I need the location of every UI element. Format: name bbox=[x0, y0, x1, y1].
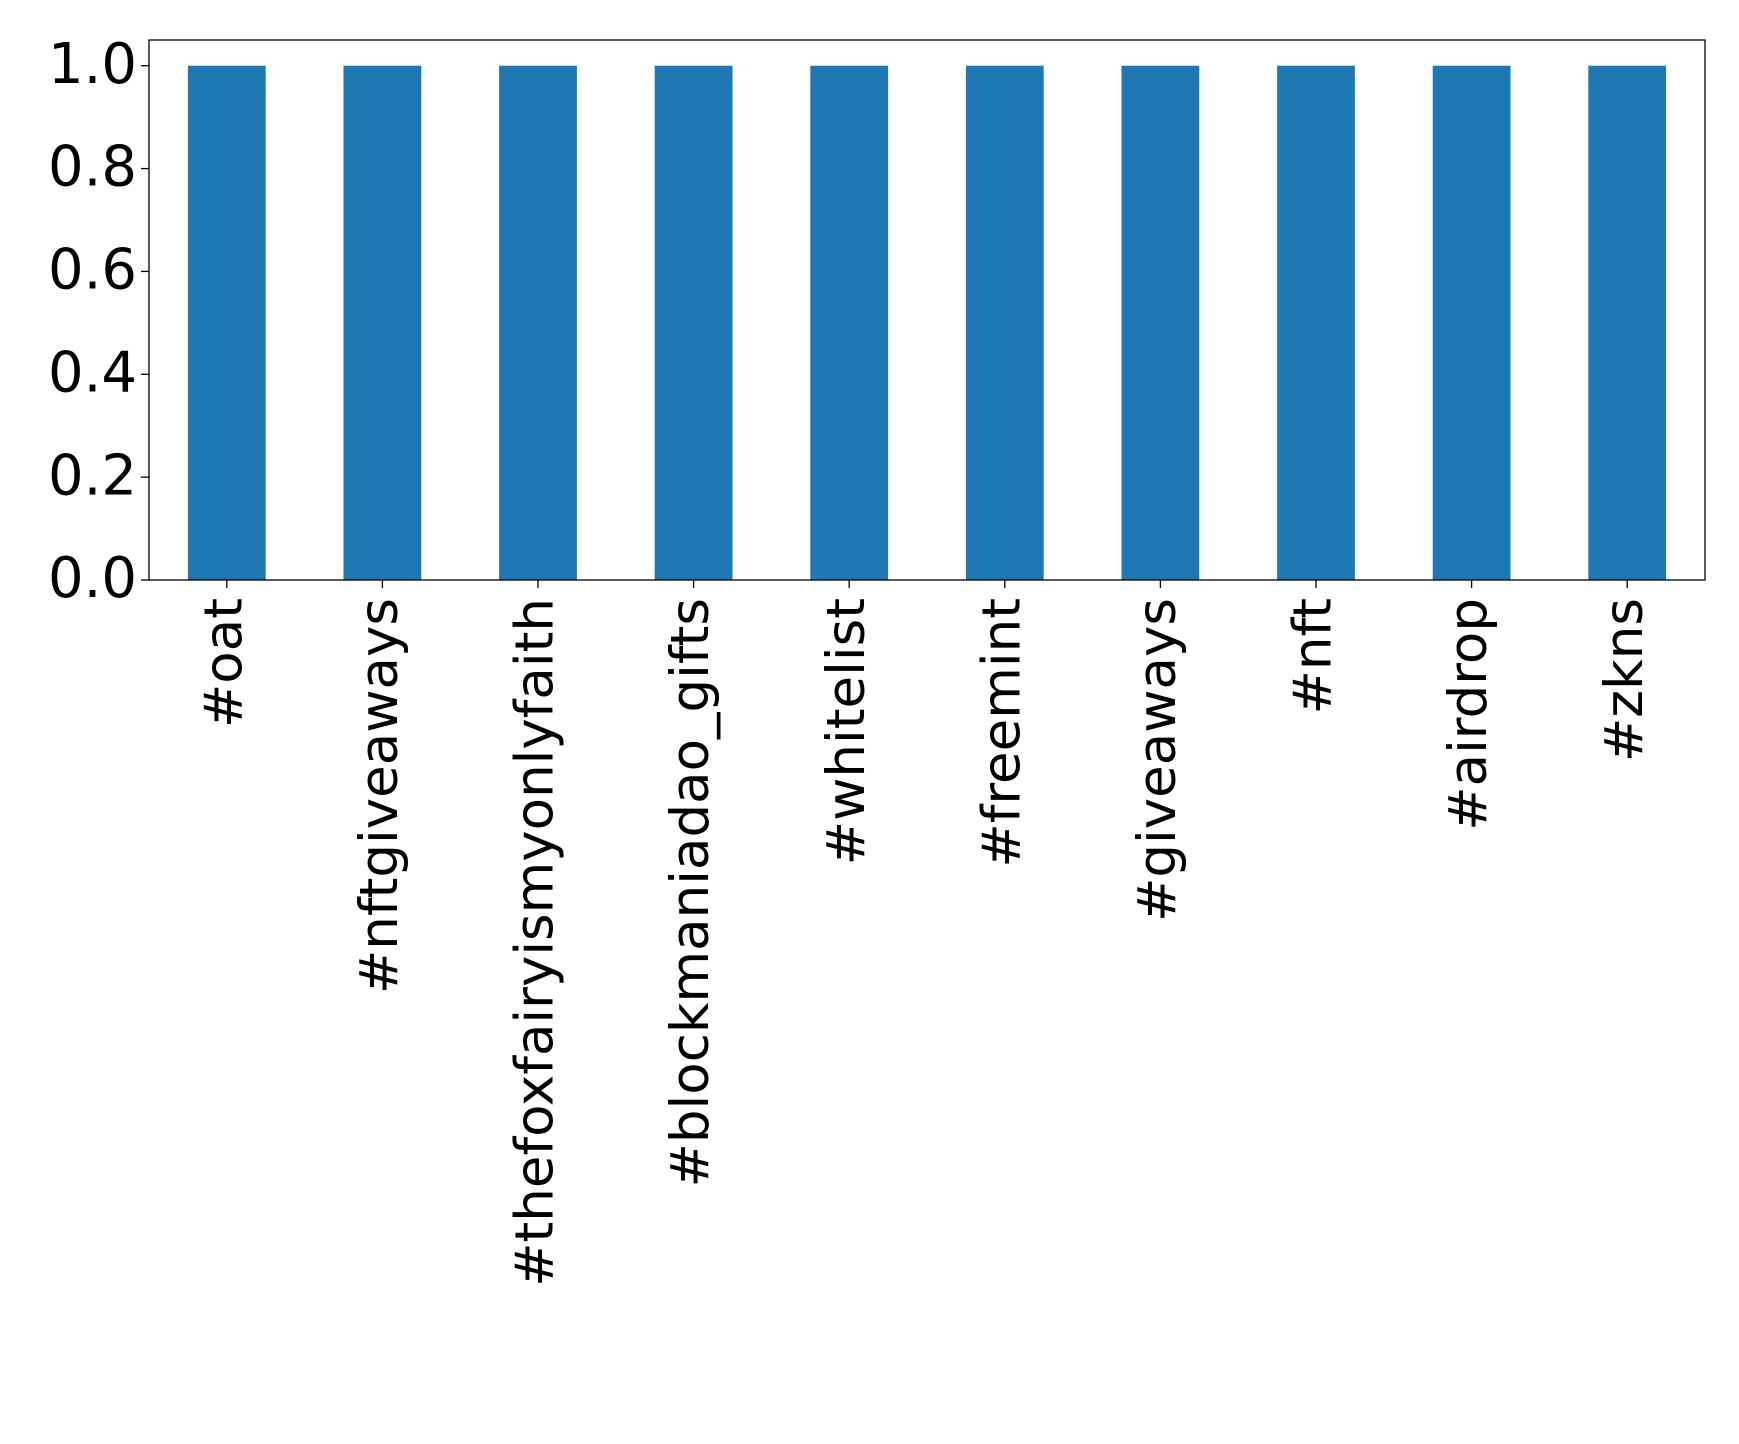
bar bbox=[499, 65, 577, 580]
bar bbox=[343, 65, 422, 580]
x-tick-label: #whitelist bbox=[816, 598, 877, 865]
x-tick-label: #airdrop bbox=[1438, 598, 1499, 831]
plot-area bbox=[187, 65, 1667, 580]
x-tick-label: #oat bbox=[193, 598, 254, 728]
bar bbox=[1277, 65, 1355, 580]
x-tick-label: #freemint bbox=[971, 598, 1032, 868]
bar bbox=[1588, 65, 1667, 580]
x-tick-label: #nftgiveaways bbox=[349, 598, 410, 994]
y-tick-label: 1.0 bbox=[48, 32, 137, 97]
y-tick-label: 0.0 bbox=[48, 546, 137, 611]
x-tick-label: #giveaways bbox=[1127, 598, 1188, 922]
x-tick-label: #thefoxfairyismyonlyfaith bbox=[505, 598, 566, 1287]
bar bbox=[1432, 65, 1511, 580]
bar bbox=[810, 65, 889, 580]
bar bbox=[187, 65, 266, 580]
bar bbox=[1121, 65, 1200, 580]
axes-frame bbox=[148, 39, 1706, 581]
y-tick-label: 0.4 bbox=[48, 340, 137, 405]
y-tick-label: 0.6 bbox=[48, 238, 137, 303]
x-tick-label: #nft bbox=[1283, 598, 1344, 715]
bar bbox=[654, 65, 733, 580]
bar bbox=[965, 65, 1044, 580]
y-tick-label: 0.8 bbox=[48, 135, 137, 200]
x-tick-label: #zkns bbox=[1594, 598, 1655, 762]
y-tick-label: 0.2 bbox=[48, 443, 137, 508]
x-tick-label: #blockmaniadao_gifts bbox=[660, 598, 721, 1187]
